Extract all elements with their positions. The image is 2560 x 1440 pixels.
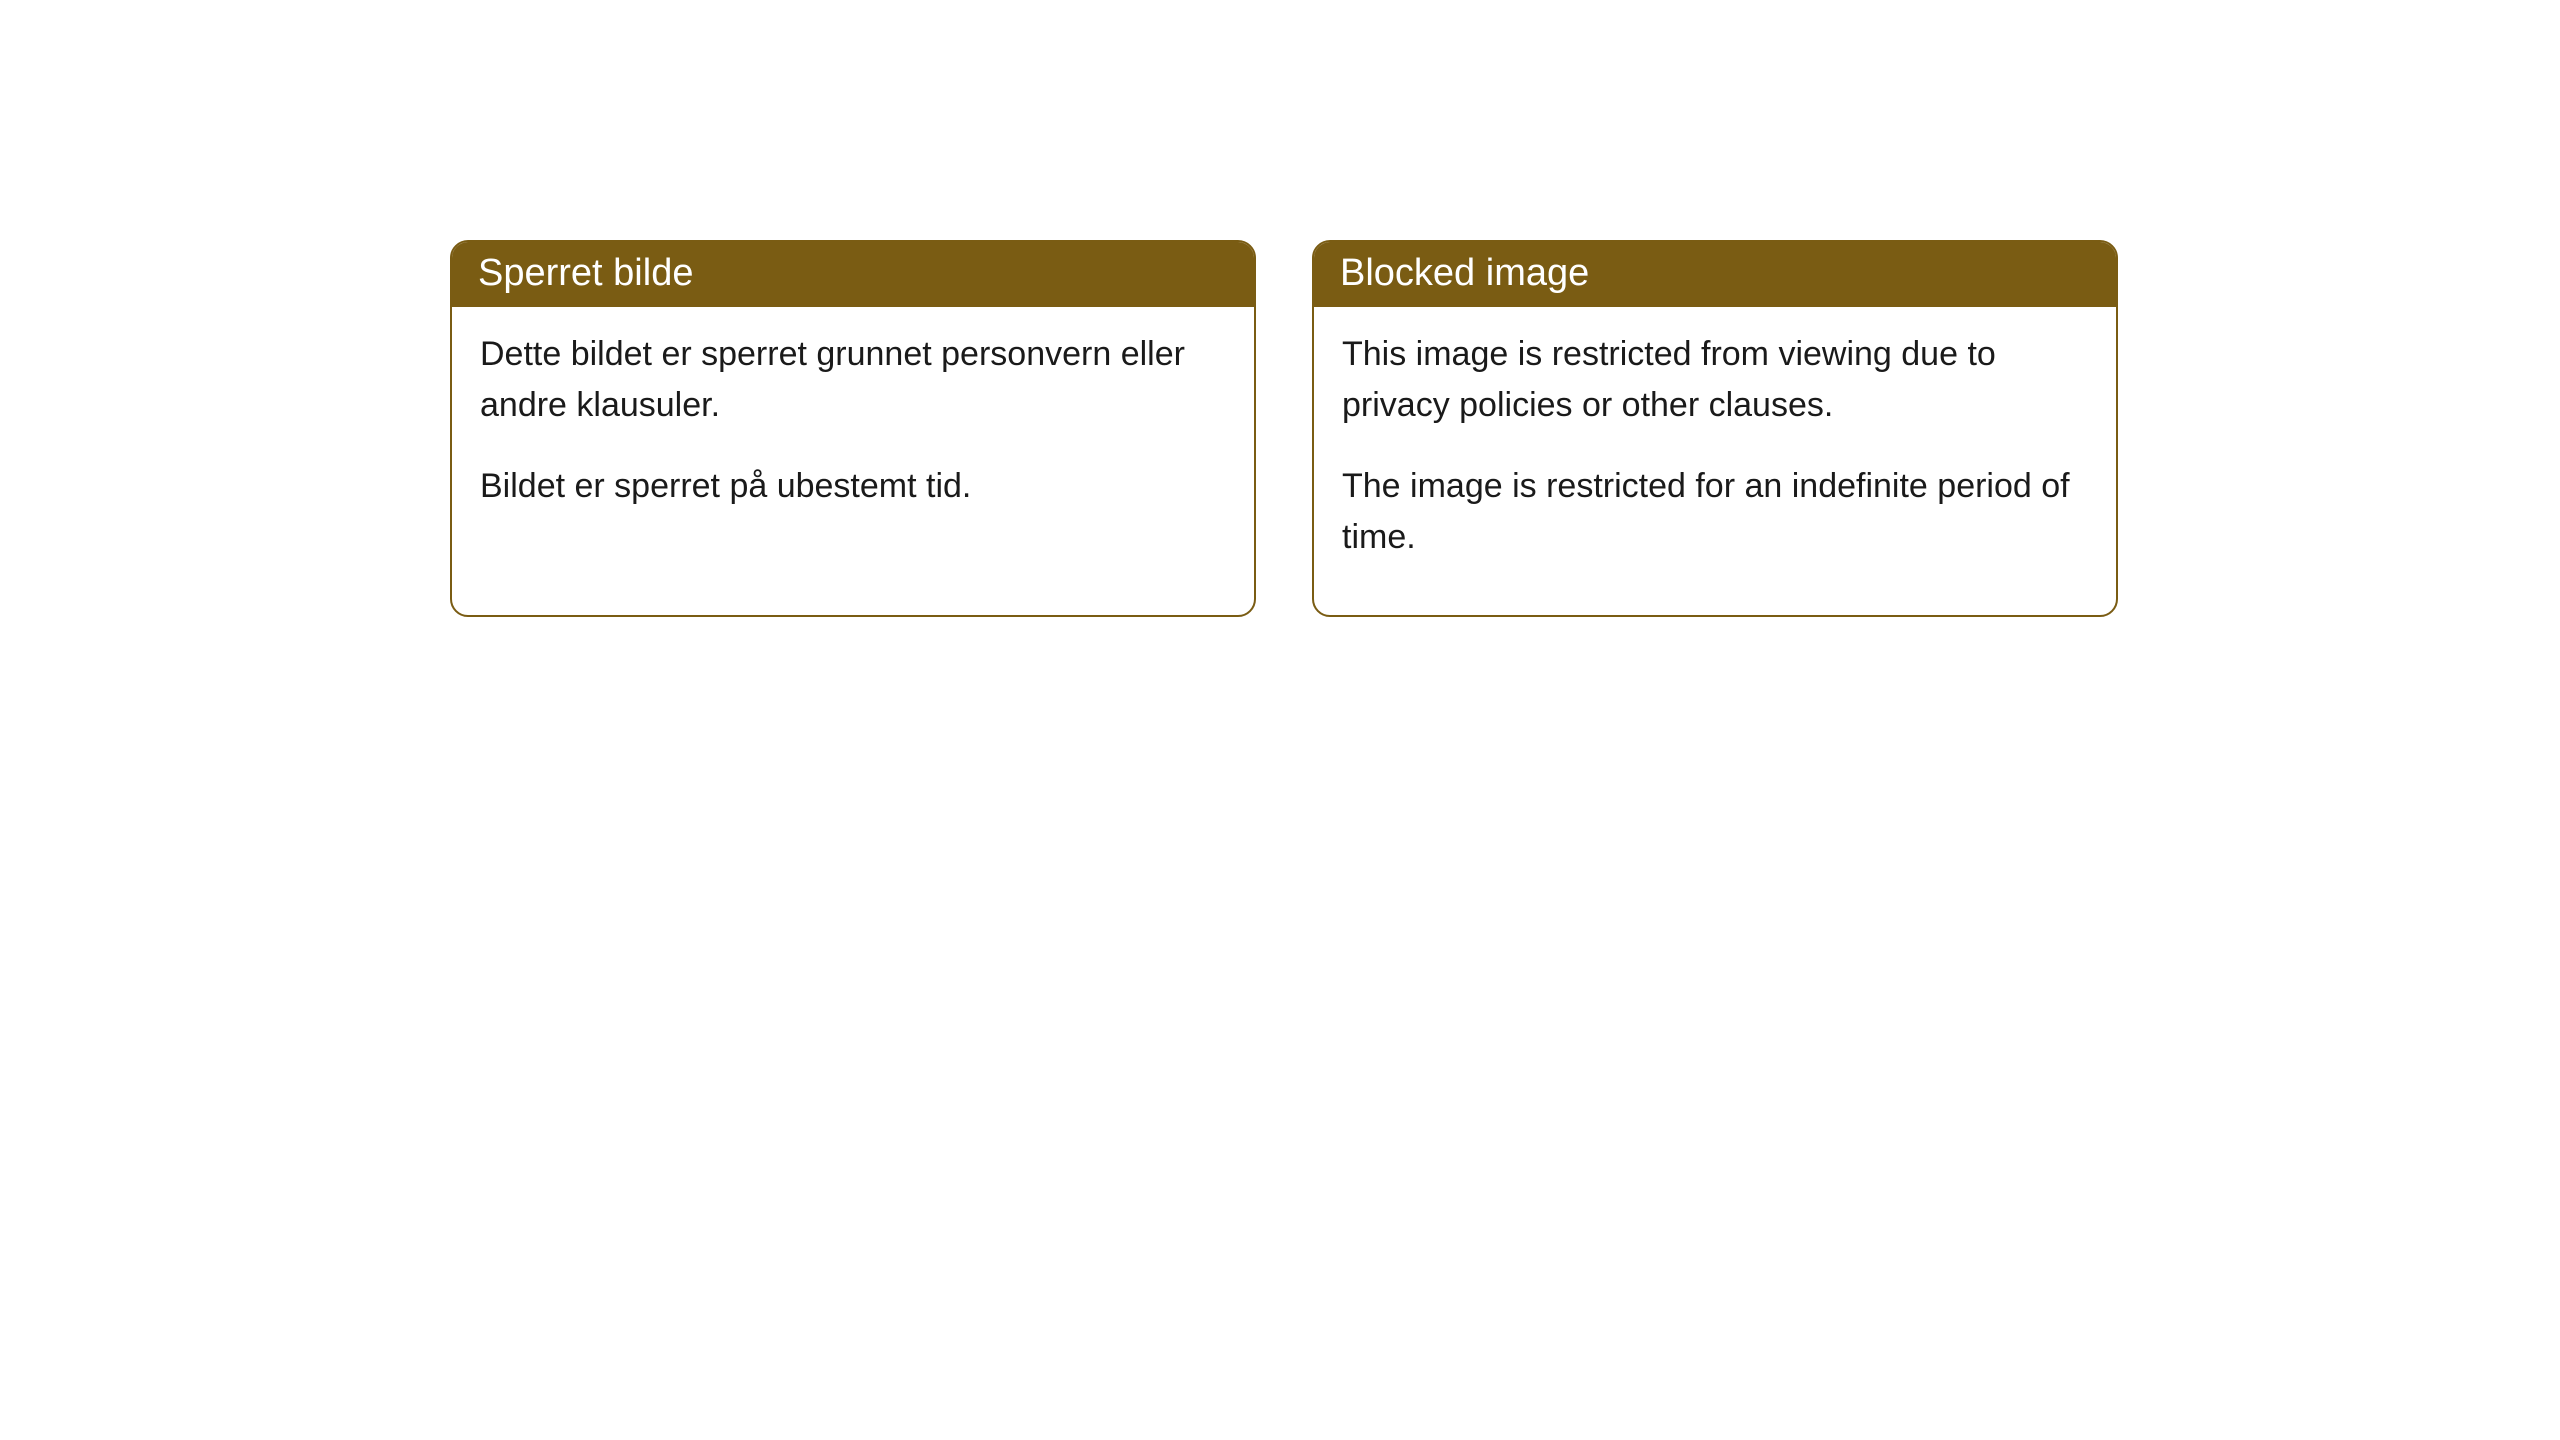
card-title-english: Blocked image [1314,242,2116,307]
blocked-image-card-norwegian: Sperret bilde Dette bildet er sperret gr… [450,240,1256,617]
notice-container: Sperret bilde Dette bildet er sperret gr… [0,0,2560,617]
card-title-norwegian: Sperret bilde [452,242,1254,307]
card-paragraph-1-english: This image is restricted from viewing du… [1342,329,2088,431]
card-paragraph-1-norwegian: Dette bildet er sperret grunnet personve… [480,329,1226,431]
card-paragraph-2-english: The image is restricted for an indefinit… [1342,461,2088,563]
card-body-english: This image is restricted from viewing du… [1314,307,2116,615]
card-body-norwegian: Dette bildet er sperret grunnet personve… [452,307,1254,564]
blocked-image-card-english: Blocked image This image is restricted f… [1312,240,2118,617]
card-paragraph-2-norwegian: Bildet er sperret på ubestemt tid. [480,461,1226,512]
